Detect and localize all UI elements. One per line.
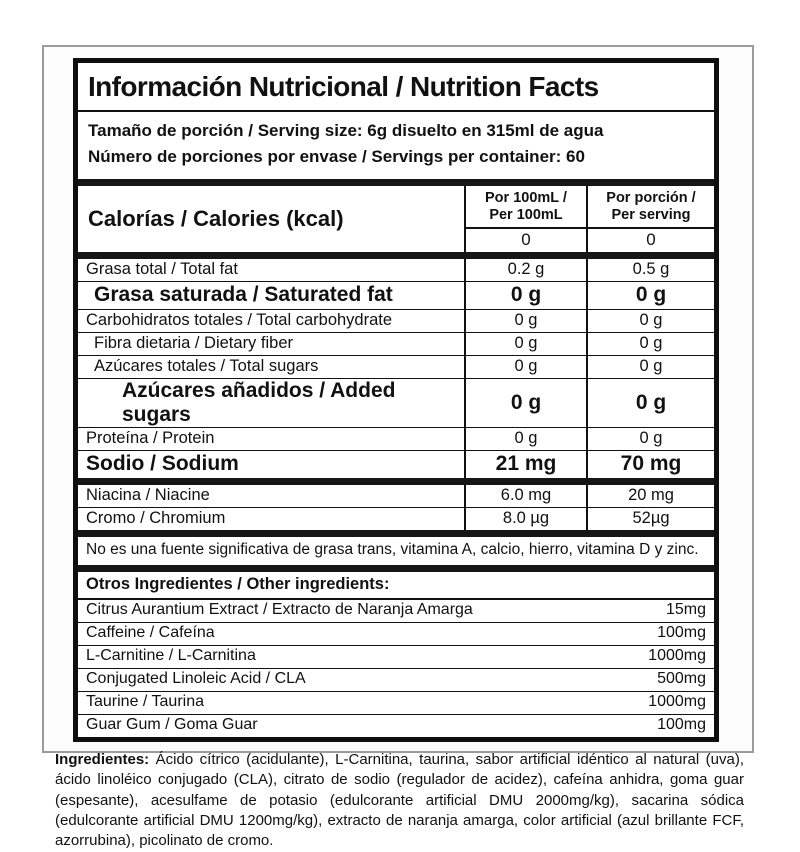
per-100ml-value: 0 g <box>464 355 586 378</box>
other-ingredient-row: Guar Gum / Goma Guar 100mg <box>78 715 714 737</box>
ingredient-amount: 500mg <box>657 670 706 688</box>
per-100ml-value: 0 g <box>464 332 586 355</box>
nutrient-row: Grasa saturada / Saturated fat 0 g 0 g <box>78 281 714 310</box>
calories-per-100ml: 0 <box>464 228 586 252</box>
serving-size-line: Tamaño de porción / Serving size: 6g dis… <box>88 121 604 140</box>
per-100ml-value: 21 mg <box>464 450 586 478</box>
nutrient-row: Fibra dietaria / Dietary fiber 0 g 0 g <box>78 332 714 356</box>
per-serving-value: 52µg <box>586 507 714 530</box>
per-serving-value: 0 g <box>586 332 714 355</box>
per-100ml-value: 0 g <box>464 309 586 332</box>
nutrient-name: Fibra dietaria / Dietary fiber <box>94 334 293 353</box>
per-100ml-value: 0 g <box>464 281 586 309</box>
ingredient-amount: 1000mg <box>648 693 706 711</box>
thick-divider <box>78 178 714 186</box>
nutrient-name: Azúcares añadidos / Added sugars <box>122 378 396 426</box>
ingredients-paragraph-label: Ingredientes: <box>55 750 150 768</box>
thick-divider <box>78 564 714 572</box>
nutrient-name: Niacina / Niacine <box>86 486 210 505</box>
nutrient-name: Grasa total / Total fat <box>86 260 238 279</box>
ingredient-name: L-Carnitine / L-Carnitina <box>86 647 256 665</box>
nutrient-name: Azúcares totales / Total sugars <box>94 357 319 376</box>
nutrient-name: Sodio / Sodium <box>86 452 239 476</box>
servings-per-container-line: Número de porciones por envase / Serving… <box>88 147 585 167</box>
per-serving-value: 0 g <box>586 378 714 427</box>
thick-divider <box>78 251 714 259</box>
ingredient-name: Guar Gum / Goma Guar <box>86 716 258 734</box>
nutrient-row: Proteína / Protein 0 g 0 g <box>78 427 714 451</box>
ingredient-name: Caffeine / Cafeína <box>86 624 215 642</box>
per-serving-header-line1: Por porción / <box>606 189 696 206</box>
ingredients-paragraph: Ingredientes: Ácido cítrico (acidulante)… <box>55 750 744 852</box>
calories-per-serving: 0 <box>586 228 714 252</box>
per-100ml-value: 8.0 µg <box>464 507 586 530</box>
ingredient-amount: 15mg <box>665 601 706 619</box>
ingredient-name: Citrus Aurantium Extract / Extracto de N… <box>86 601 473 619</box>
other-ingredient-row: L-Carnitine / L-Carnitina 1000mg <box>78 646 714 669</box>
nutrient-row: Azúcares añadidos / Added sugars 0 g 0 g <box>78 378 714 428</box>
nutrient-row: Carbohidratos totales / Total carbohydra… <box>78 309 714 333</box>
ingredient-amount: 1000mg <box>648 647 706 665</box>
nutrient-row: Grasa total / Total fat 0.2 g 0.5 g <box>78 258 714 282</box>
per-serving-header: Por porción / Per serving <box>586 185 714 227</box>
other-ingredients-header: Otros Ingredientes / Other ingredients: <box>78 572 714 600</box>
per-100ml-value: 0 g <box>464 427 586 450</box>
nutrient-name: Carbohidratos totales / Total carbohydra… <box>86 311 393 330</box>
calories-label: Calorías / Calories (kcal) <box>88 205 344 231</box>
ingredient-name: Taurine / Taurina <box>86 693 204 711</box>
per-100ml-header-line1: Por 100mL / <box>485 189 567 206</box>
nutrient-name: Cromo / Chromium <box>86 509 226 528</box>
per-serving-value: 0 g <box>586 355 714 378</box>
per-100ml-header-line2: Per 100mL <box>489 206 563 223</box>
nutrient-row: Sodio / Sodium 21 mg 70 mg <box>78 450 714 478</box>
other-ingredient-row: Citrus Aurantium Extract / Extracto de N… <box>78 600 714 623</box>
insignificant-source-note: No es una fuente significativa de grasa … <box>86 540 699 558</box>
ingredients-paragraph-text: Ácido cítrico (acidulante), L-Carnitina,… <box>55 750 744 850</box>
calories-section: Calorías / Calories (kcal) Por 100mL / P… <box>78 185 714 252</box>
per-serving-value: 0 g <box>586 309 714 332</box>
thick-divider <box>78 477 714 485</box>
serving-info: Tamaño de porción / Serving size: 6g dis… <box>78 112 714 179</box>
micronutrient-row: Niacina / Niacine 6.0 mg 20 mg <box>78 484 714 508</box>
ingredient-amount: 100mg <box>657 624 706 642</box>
nutrient-name: Proteína / Protein <box>86 429 215 448</box>
per-serving-value: 70 mg <box>586 450 714 478</box>
per-100ml-value: 6.0 mg <box>464 484 586 507</box>
other-ingredient-row: Caffeine / Cafeína 100mg <box>78 623 714 646</box>
nutrition-facts-panel: Información Nutricional / Nutrition Fact… <box>73 58 719 742</box>
per-100ml-header: Por 100mL / Per 100mL <box>464 185 586 227</box>
per-100ml-value: 0.2 g <box>464 258 586 281</box>
thick-divider <box>78 529 714 537</box>
calories-columns: Por 100mL / Per 100mL Por porción / Per … <box>464 185 714 252</box>
nutrient-name: Grasa saturada / Saturated fat <box>94 283 393 307</box>
ingredient-name: Conjugated Linoleic Acid / CLA <box>86 670 306 688</box>
calories-values: 0 0 <box>464 228 714 252</box>
nutrient-row: Azúcares totales / Total sugars 0 g 0 g <box>78 355 714 379</box>
per-serving-header-line2: Per serving <box>611 206 691 223</box>
product-label-card: Información Nutricional / Nutrition Fact… <box>42 45 754 849</box>
per-serving-value: 0 g <box>586 427 714 450</box>
per-serving-value: 0 g <box>586 281 714 309</box>
per-serving-value: 20 mg <box>586 484 714 507</box>
column-headers: Por 100mL / Per 100mL Por porción / Per … <box>464 185 714 229</box>
panel-title: Información Nutricional / Nutrition Fact… <box>78 63 714 112</box>
ingredient-amount: 100mg <box>657 716 706 734</box>
per-100ml-value: 0 g <box>464 378 586 427</box>
other-ingredient-row: Conjugated Linoleic Acid / CLA 500mg <box>78 669 714 692</box>
per-serving-value: 0.5 g <box>586 258 714 281</box>
screenshot-background: Información Nutricional / Nutrition Fact… <box>42 45 754 850</box>
other-ingredient-row: Taurine / Taurina 1000mg <box>78 692 714 715</box>
micronutrient-row: Cromo / Chromium 8.0 µg 52µg <box>78 507 714 530</box>
